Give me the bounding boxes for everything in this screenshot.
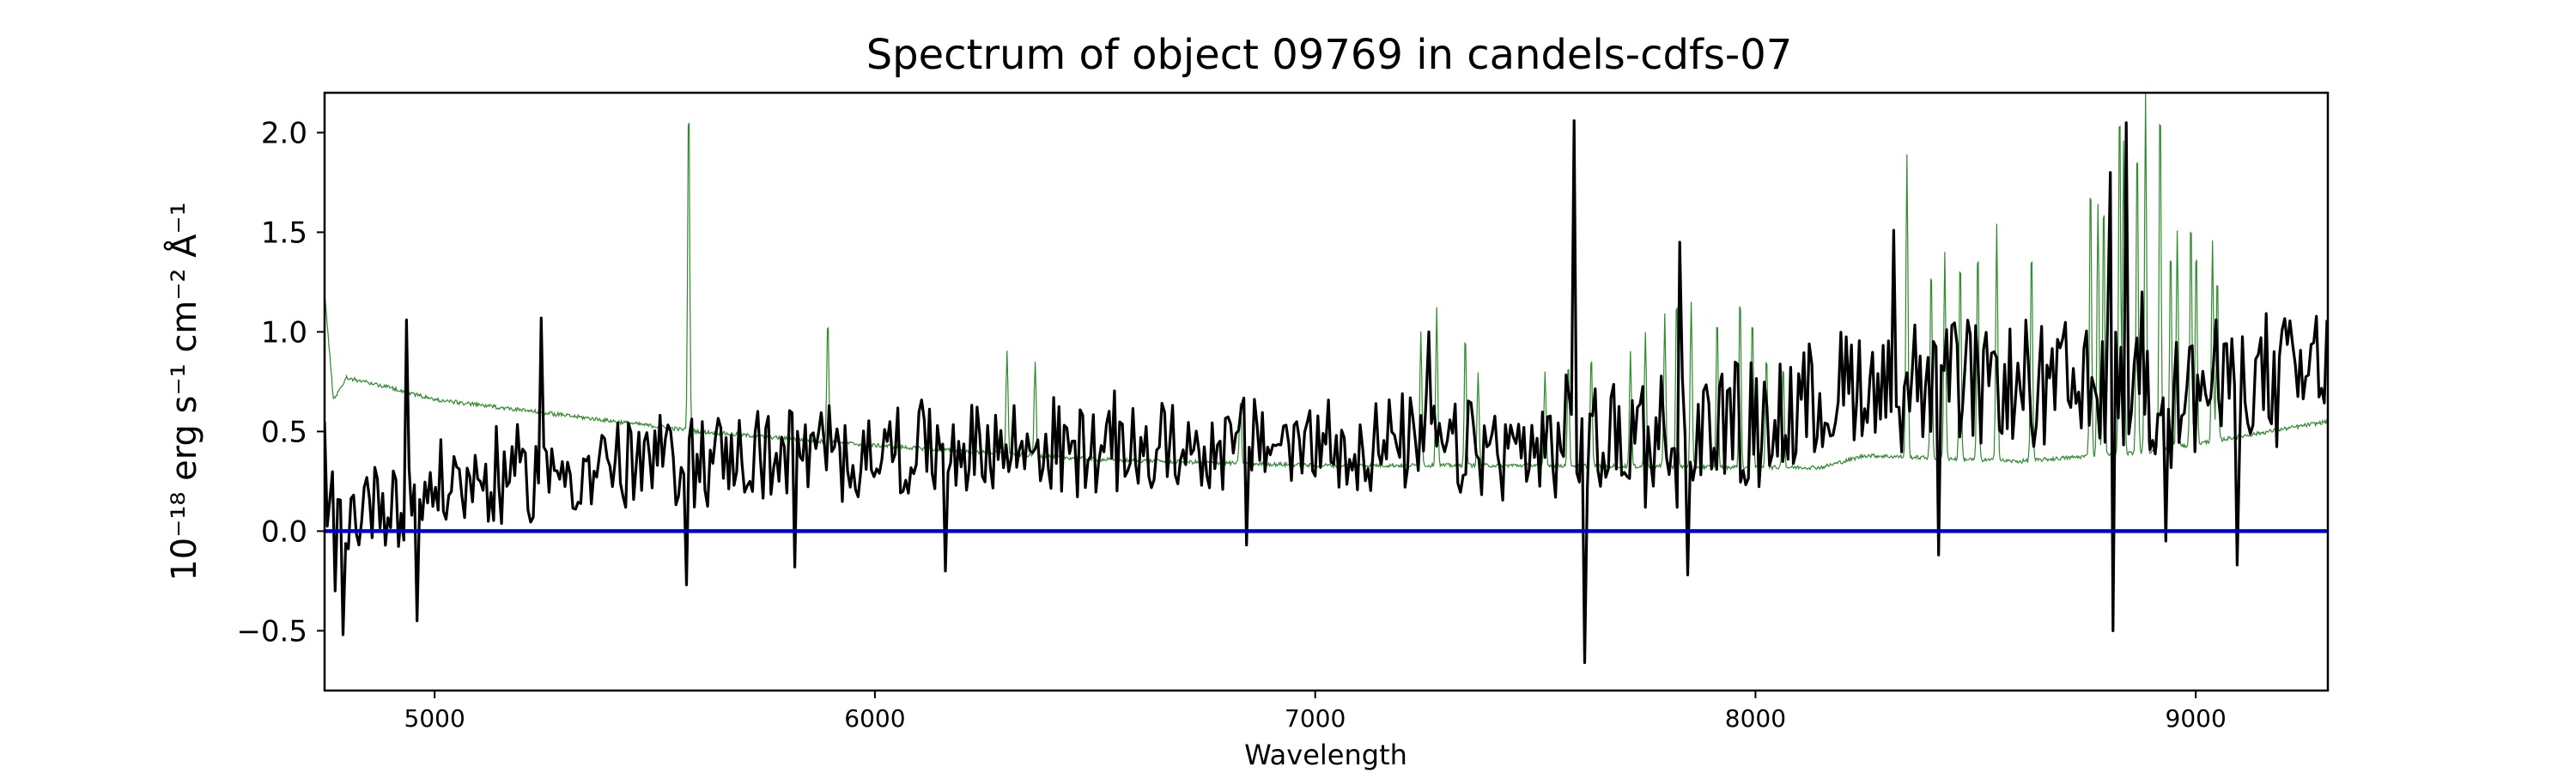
x-tick-label: 7000 — [1285, 704, 1346, 733]
x-tick-label: 5000 — [404, 704, 465, 733]
y-tick-label: 1.0 — [261, 315, 307, 350]
flux-spectrum-line — [325, 119, 2328, 665]
x-tick-label: 6000 — [844, 704, 905, 733]
y-tick-label: 1.5 — [261, 216, 307, 250]
plot-frame — [323, 91, 2330, 692]
y-tick-label: 2.0 — [261, 116, 307, 150]
x-tick-label: 9000 — [2166, 704, 2227, 733]
chart-title: Spectrum of object 09769 in candels-cdfs… — [866, 31, 1793, 79]
noise-spectrum-line — [325, 93, 2328, 472]
y-axis-label: 10⁻¹⁸ erg s⁻¹ cm⁻² Å⁻¹ — [163, 202, 204, 581]
y-tick-label: 0.0 — [261, 514, 307, 549]
y-tick-label: −0.5 — [236, 614, 307, 648]
x-tick-label: 8000 — [1725, 704, 1786, 733]
x-axis-label: Wavelength — [1244, 739, 1407, 771]
y-tick-label: 0.5 — [261, 415, 307, 449]
